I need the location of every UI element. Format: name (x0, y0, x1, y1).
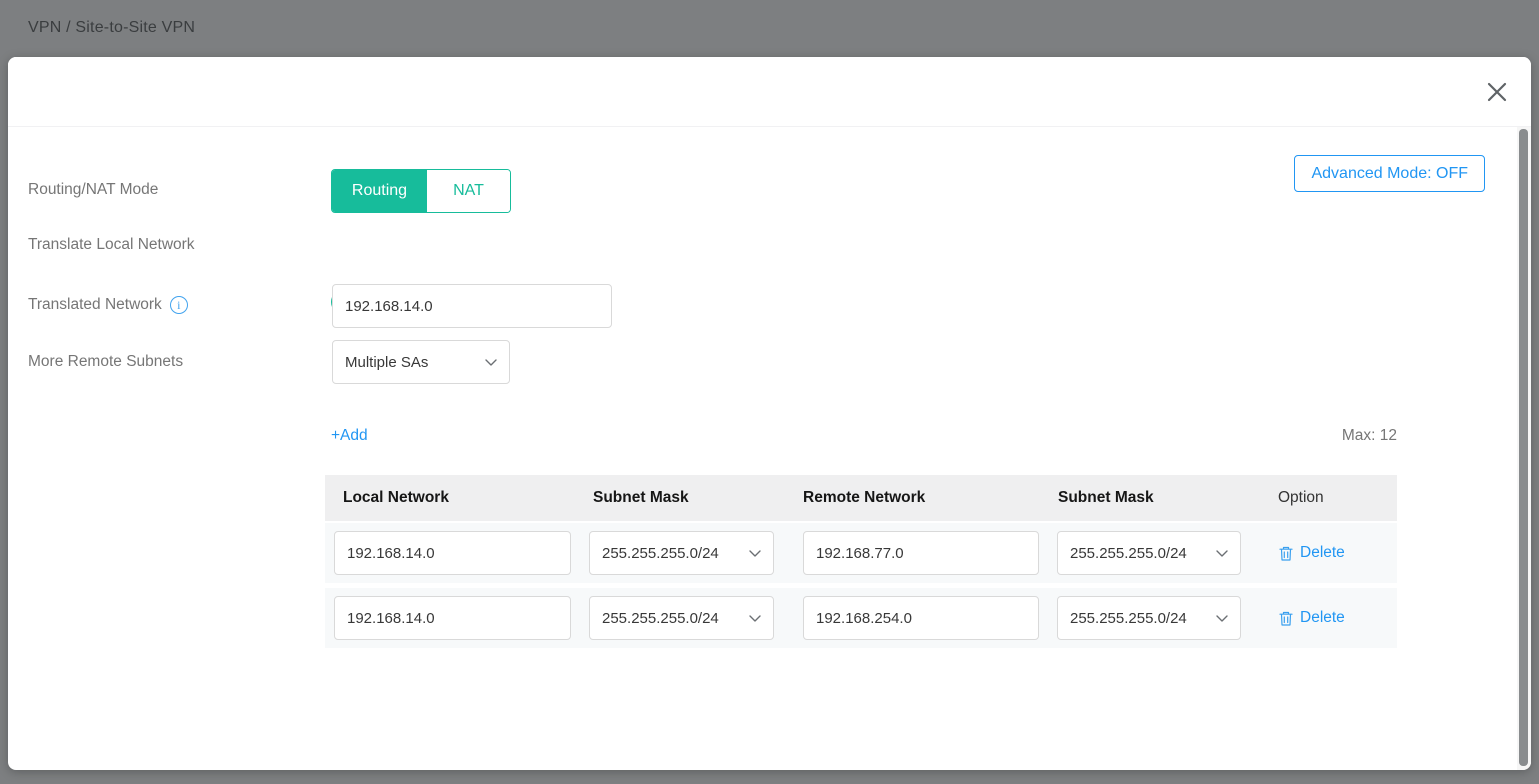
translated-network-label-row: Translated Network i (28, 296, 188, 314)
chevron-down-icon (1214, 610, 1230, 626)
routing-option[interactable]: Routing (332, 170, 427, 212)
more-remote-subnets-label: More Remote Subnets (28, 353, 184, 370)
remote-subnet-mask-value: 255.255.255.0/24 (1070, 609, 1187, 627)
more-remote-subnets-select[interactable]: Multiple SAs (332, 340, 510, 384)
column-header-local-network: Local Network (343, 489, 449, 506)
breadcrumb: VPN / Site-to-Site VPN (28, 19, 196, 36)
column-header-subnet-mask-1: Subnet Mask (593, 489, 689, 506)
chevron-down-icon (747, 610, 763, 626)
modal-header (8, 57, 1531, 127)
remote-network-input[interactable] (803, 531, 1039, 575)
remote-subnet-mask-select[interactable]: 255.255.255.0/24 (1057, 531, 1241, 575)
close-button[interactable] (1483, 78, 1511, 106)
routing-nat-segmented-control: Routing NAT (331, 169, 511, 213)
translated-network-label: Translated Network (28, 296, 162, 313)
local-subnet-mask-select[interactable]: 255.255.255.0/24 (589, 596, 774, 640)
remote-subnet-mask-value: 255.255.255.0/24 (1070, 544, 1187, 562)
chevron-down-icon (483, 354, 499, 370)
local-subnet-mask-value: 255.255.255.0/24 (602, 544, 719, 562)
chevron-down-icon (1214, 545, 1230, 561)
translated-network-input[interactable] (332, 284, 612, 328)
table-row: 255.255.255.0/24 255.255.255.0/24 Delete (325, 523, 1397, 583)
local-subnet-mask-select[interactable]: 255.255.255.0/24 (589, 531, 774, 575)
trash-icon (1278, 545, 1294, 562)
remote-network-input[interactable] (803, 596, 1039, 640)
chevron-down-icon (747, 545, 763, 561)
modal-scrollbar[interactable] (1517, 127, 1531, 770)
advanced-mode-button[interactable]: Advanced Mode: OFF (1294, 155, 1485, 192)
add-subnet-button[interactable]: +Add (331, 427, 368, 444)
delete-row-button[interactable]: Delete (1278, 609, 1345, 627)
subnet-table-header: Local Network Subnet Mask Remote Network… (325, 475, 1397, 521)
more-remote-subnets-value: Multiple SAs (345, 353, 429, 371)
column-header-remote-network: Remote Network (803, 489, 926, 506)
max-count-label: Max: 12 (1341, 427, 1397, 444)
site-to-site-vpn-modal: Advanced Mode: OFF Routing/NAT Mode Rout… (8, 57, 1531, 770)
local-subnet-mask-value: 255.255.255.0/24 (602, 609, 719, 627)
scrollbar-thumb[interactable] (1519, 129, 1528, 766)
delete-label: Delete (1300, 544, 1345, 561)
column-header-option: Option (1278, 489, 1324, 506)
table-row: 255.255.255.0/24 255.255.255.0/24 Delete (325, 588, 1397, 648)
info-icon[interactable]: i (169, 296, 188, 314)
delete-row-button[interactable]: Delete (1278, 544, 1345, 562)
routing-nat-mode-label: Routing/NAT Mode (28, 181, 159, 198)
local-network-input[interactable] (334, 531, 571, 575)
nat-option[interactable]: NAT (427, 170, 510, 212)
close-icon (1485, 80, 1509, 104)
remote-subnet-mask-select[interactable]: 255.255.255.0/24 (1057, 596, 1241, 640)
trash-icon (1278, 610, 1294, 627)
subnet-table: Local Network Subnet Mask Remote Network… (325, 475, 1397, 653)
column-header-subnet-mask-2: Subnet Mask (1058, 489, 1154, 506)
delete-label: Delete (1300, 609, 1345, 626)
local-network-input[interactable] (334, 596, 571, 640)
translate-local-network-label: Translate Local Network (28, 236, 195, 253)
